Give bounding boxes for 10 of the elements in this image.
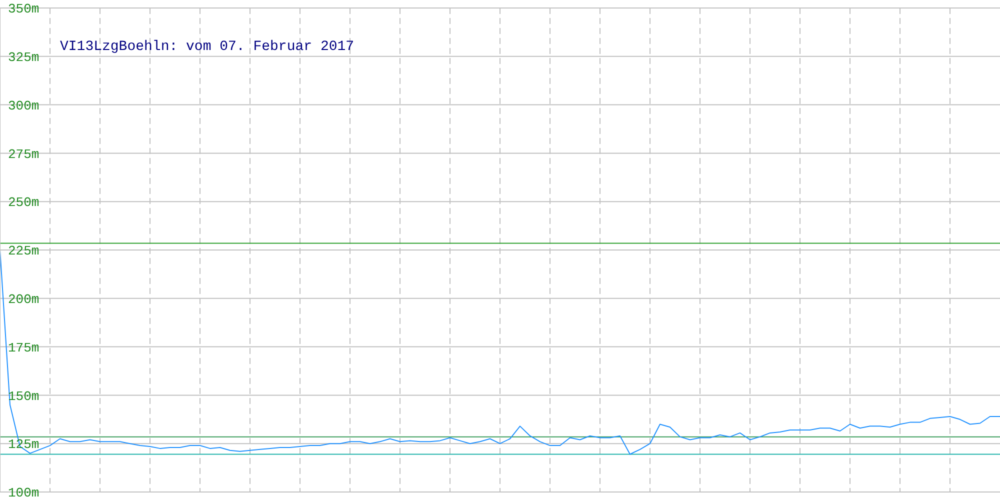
y-tick-label: 275m xyxy=(8,146,40,162)
y-tick-label: 225m xyxy=(8,244,40,259)
y-tick-label: 250m xyxy=(8,195,40,210)
y-tick-label: 350m xyxy=(8,2,40,17)
y-tick-label: 325m xyxy=(8,50,40,66)
y-tick-label: 200m xyxy=(8,292,40,308)
text: VI13LzgBoehln: vom 07. Februar 2017 xyxy=(60,39,354,55)
y-tick-label: 100m xyxy=(8,486,40,500)
y-tick-label: 175m xyxy=(8,340,40,356)
y-tick-label: 300m xyxy=(8,98,40,114)
